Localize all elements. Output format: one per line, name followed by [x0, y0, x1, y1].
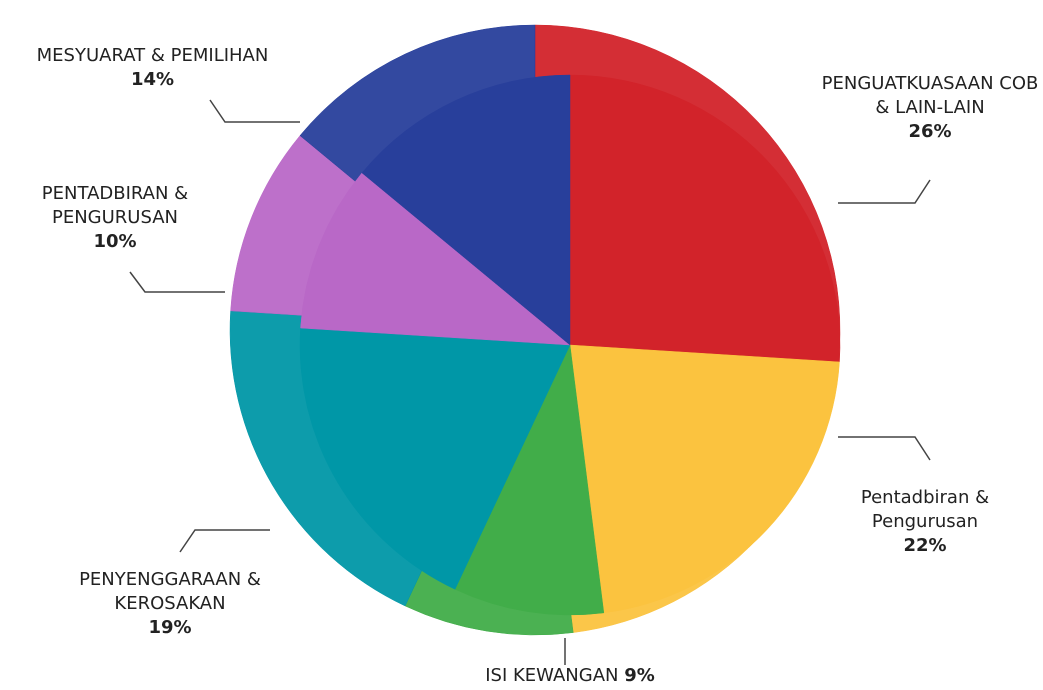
- slice-label: PENYENGGARAAN & KEROSAKAN 19%: [45, 568, 295, 640]
- pie-slice: [300, 172, 571, 346]
- value-label: 9%: [624, 665, 655, 686]
- slice-label: Pentadbiran & Pengurusan 22%: [830, 486, 1020, 558]
- pie: [229, 24, 841, 636]
- value-label: 10%: [93, 231, 137, 252]
- value-label: 26%: [908, 121, 952, 142]
- slice-label: PENTADBIRAN & PENGURUSAN 10%: [15, 182, 215, 254]
- pie-slice: [454, 344, 605, 616]
- leader-line: [179, 529, 270, 553]
- slice-label: ISI KEWANGAN 9%: [420, 664, 720, 688]
- pie-slice: [299, 327, 571, 590]
- leader-line: [209, 99, 300, 123]
- category-label: PENTADBIRAN & PENGURUSAN: [41, 183, 189, 228]
- category-label: PENYENGGARAAN & KEROSAKAN: [79, 569, 261, 614]
- leader-line: [129, 271, 225, 293]
- leader-line: [838, 179, 931, 204]
- slice-label: MESYUARAT & PEMILIHAN 14%: [0, 44, 305, 92]
- category-label: MESYUARAT & PEMILIHAN: [36, 45, 269, 66]
- pie-slice: [569, 74, 841, 363]
- category-label: Pentadbiran & Pengurusan: [860, 487, 990, 532]
- pie-slice: [569, 344, 840, 614]
- value-label: 19%: [148, 617, 192, 638]
- value-label: 14%: [130, 69, 175, 90]
- pie-slice: [361, 74, 571, 346]
- leader-line: [838, 436, 931, 461]
- slice-label: PENGUATKUASAAN COB & LAIN-LAIN 26%: [820, 72, 1040, 144]
- value-label: 22%: [903, 535, 947, 556]
- category-label: ISI KEWANGAN: [485, 665, 619, 686]
- category-label: PENGUATKUASAAN COB & LAIN-LAIN: [821, 73, 1039, 118]
